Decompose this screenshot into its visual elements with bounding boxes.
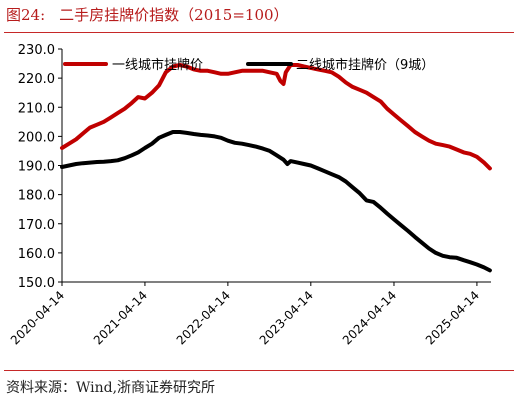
x-tick-label: 2020-04-14 <box>8 288 67 347</box>
chart-axes: 150.0 160.0 170.0 180.0 190.0 200.0 210.0 220.0… <box>8 43 491 347</box>
figure-title-block: 图24: 二手房挂牌价指数（2015=100） <box>6 4 303 25</box>
series-line-2 <box>60 130 492 273</box>
y-tick-label: 150.0 <box>18 276 55 291</box>
figure-title: 二手房挂牌价指数（2015=100） <box>59 6 289 24</box>
x-tick-label: 2024-04-14 <box>340 288 399 347</box>
title-rule <box>4 32 514 33</box>
legend-label-2: 二线城市挂牌价（9城） <box>296 57 434 73</box>
y-tick-label: 230.0 <box>18 43 55 58</box>
x-tick-label: 2021-04-14 <box>91 288 150 347</box>
y-tick-label: 220.0 <box>18 72 55 87</box>
source-rule <box>4 370 514 371</box>
source-note: 资料来源：Wind,浙商证券研究所 <box>6 380 216 396</box>
series-line-1 <box>60 63 492 171</box>
x-tick-label: 2022-04-14 <box>174 288 233 347</box>
y-tick-label: 170.0 <box>18 218 55 233</box>
y-tick-label: 210.0 <box>18 101 55 116</box>
y-tick-label: 200.0 <box>18 130 55 145</box>
y-tick-label: 160.0 <box>18 247 55 262</box>
figure-number: 图24: <box>6 6 46 24</box>
chart-legend: 一线城市挂牌价 二线城市挂牌价（9城） <box>63 57 434 73</box>
y-tick-label: 180.0 <box>18 189 55 204</box>
legend-label-1: 一线城市挂牌价 <box>112 57 203 73</box>
chart-series <box>60 63 492 273</box>
x-tick-label: 2025-04-14 <box>423 288 482 347</box>
y-tick-label: 190.0 <box>18 160 55 175</box>
x-tick-label: 2023-04-14 <box>257 288 316 347</box>
